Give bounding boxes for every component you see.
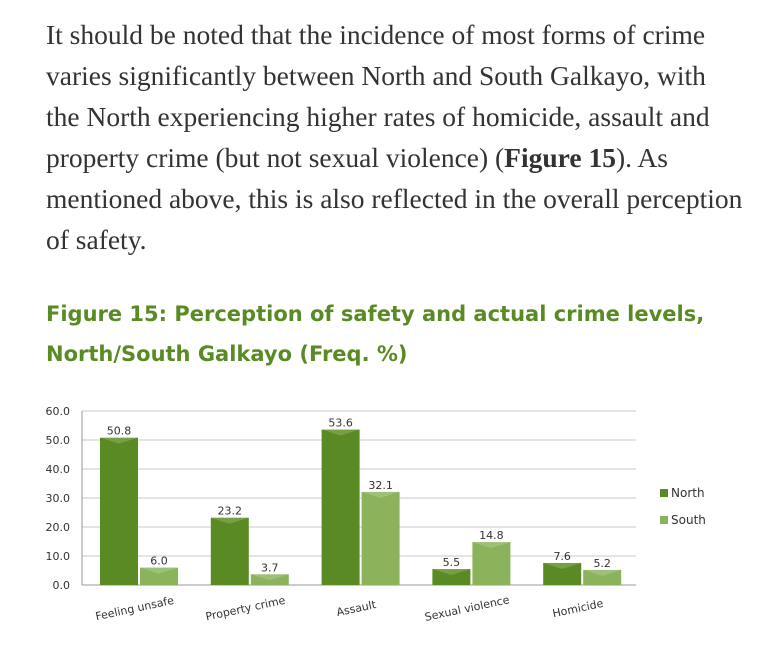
data-label-south: 6.0 [150, 555, 168, 568]
bar-top-highlight [210, 517, 249, 524]
data-label-north: 5.5 [443, 556, 461, 569]
x-category-label: Property crime [204, 594, 286, 624]
data-label-north: 53.6 [328, 417, 353, 430]
bar-north-feeling-unsafe [100, 437, 138, 585]
paragraph-text-2: ). As mentioned above, this is also refl… [46, 142, 743, 255]
y-tick-label: 30.0 [46, 492, 71, 505]
x-category-label: Assault [335, 598, 378, 619]
data-label-north: 23.2 [218, 505, 243, 518]
bar-top-highlight [100, 437, 138, 444]
bar-top-highlight [432, 569, 471, 576]
figure-title-line-2: North/South Galkayo (Freq. %) [46, 342, 408, 366]
legend-swatch-north [660, 489, 668, 497]
x-category-label: Feeling unsafe [94, 594, 175, 623]
data-label-south: 14.8 [479, 529, 504, 542]
bar-south-homicide [583, 569, 622, 585]
legend-label-south: South [671, 513, 706, 527]
paragraph-text-1: It should be noted that the incidence of… [46, 19, 710, 173]
bar-north-assault [321, 429, 360, 585]
figure-title: Figure 15: Perception of safety and actu… [46, 294, 746, 374]
figure-reference: Figure 15 [504, 142, 616, 173]
bar-top-highlight [361, 491, 400, 498]
bar-north-sexual-violence [432, 569, 471, 585]
data-label-north: 50.8 [107, 425, 132, 438]
bar-north-homicide [543, 562, 582, 585]
bar-south-feeling-unsafe [140, 567, 178, 585]
data-label-south: 32.1 [368, 479, 393, 492]
y-tick-label: 50.0 [46, 434, 71, 447]
bar-top-highlight [583, 569, 622, 576]
bar-top-highlight [543, 562, 582, 569]
bar-south-sexual-violence [472, 542, 511, 585]
y-tick-label: 10.0 [46, 550, 71, 563]
x-category-label: Homicide [551, 597, 604, 620]
bar-top-highlight [472, 542, 511, 549]
y-tick-label: 0.0 [53, 579, 71, 592]
data-label-south: 5.2 [593, 557, 611, 570]
legend-swatch-south [660, 516, 668, 524]
y-tick-label: 40.0 [46, 463, 71, 476]
y-tick-label: 20.0 [46, 521, 71, 534]
bar-south-property-crime [250, 574, 289, 585]
legend-label-north: North [671, 486, 705, 500]
body-paragraph: It should be noted that the incidence of… [46, 14, 746, 260]
bar-south-assault [361, 491, 400, 585]
bar-north-property-crime [210, 517, 249, 585]
bar-top-highlight [321, 429, 360, 436]
bar-top-highlight [250, 574, 289, 581]
y-tick-label: 60.0 [46, 405, 71, 418]
figure-title-line-1: Figure 15: Perception of safety and actu… [46, 302, 705, 326]
data-label-south: 3.7 [261, 561, 279, 574]
data-label-north: 7.6 [553, 550, 571, 563]
bar-top-highlight [140, 567, 178, 574]
x-category-label: Sexual violence [424, 593, 511, 624]
